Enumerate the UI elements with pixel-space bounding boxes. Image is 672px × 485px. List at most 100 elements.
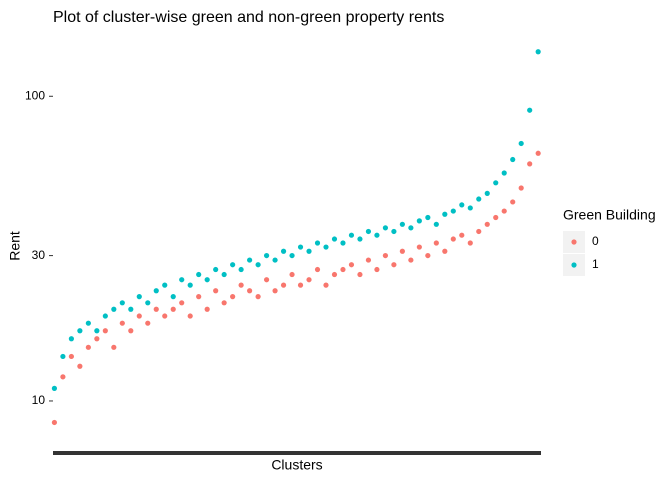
y-tick-label: 10 — [32, 393, 46, 407]
point — [391, 228, 397, 235]
point — [484, 190, 490, 196]
point — [510, 199, 516, 205]
point — [476, 196, 482, 202]
point — [119, 300, 125, 306]
point — [459, 202, 465, 208]
x-axis-label: Clusters — [271, 457, 322, 473]
point — [213, 288, 219, 294]
legend-label: 0 — [592, 234, 599, 248]
point — [382, 225, 389, 231]
point — [272, 257, 278, 263]
y-axis-label: Rent — [7, 231, 23, 261]
point — [272, 288, 278, 294]
point — [111, 306, 117, 312]
point — [374, 266, 380, 273]
point — [111, 344, 117, 350]
point — [136, 313, 142, 319]
point — [331, 271, 338, 278]
point — [501, 208, 507, 214]
point — [433, 240, 439, 246]
point — [153, 288, 159, 294]
point — [60, 374, 66, 380]
point — [331, 236, 338, 242]
point — [170, 294, 176, 300]
point — [306, 277, 312, 283]
point — [128, 306, 134, 312]
point — [442, 211, 448, 217]
point — [374, 232, 380, 238]
legend-marker — [571, 262, 577, 268]
point — [196, 294, 202, 300]
point — [102, 328, 108, 334]
point — [145, 320, 151, 326]
point — [408, 257, 414, 263]
point — [314, 240, 321, 246]
point — [476, 228, 482, 235]
point — [527, 161, 533, 167]
point — [527, 107, 533, 113]
point — [493, 214, 499, 221]
point — [399, 221, 405, 227]
point — [289, 252, 295, 259]
point — [213, 266, 219, 273]
point — [85, 320, 91, 326]
point — [179, 277, 185, 283]
point — [179, 300, 185, 306]
point — [102, 313, 108, 319]
point — [230, 294, 236, 300]
point — [238, 282, 244, 288]
point — [60, 353, 66, 360]
point — [340, 266, 346, 273]
point — [255, 262, 261, 268]
point — [501, 170, 507, 176]
point — [459, 232, 465, 238]
point — [162, 282, 168, 288]
point — [433, 221, 439, 227]
point — [323, 282, 329, 288]
point — [247, 288, 253, 294]
point — [399, 248, 405, 254]
point — [221, 300, 227, 306]
point — [382, 252, 389, 259]
point — [263, 252, 270, 259]
point — [238, 266, 244, 273]
point — [365, 257, 372, 263]
point — [255, 294, 261, 300]
point — [280, 248, 287, 254]
point — [416, 244, 422, 250]
point — [263, 277, 270, 283]
point — [467, 205, 473, 211]
chart-title: Plot of cluster-wise green and non-green… — [53, 9, 444, 26]
point — [510, 156, 516, 163]
point — [518, 140, 524, 147]
point — [119, 320, 125, 326]
y-tick-label: 30 — [32, 248, 46, 262]
point — [94, 328, 100, 334]
point — [340, 240, 346, 246]
point — [221, 271, 227, 278]
point — [357, 271, 363, 278]
point — [306, 248, 312, 254]
point — [493, 180, 499, 186]
point — [68, 353, 74, 360]
point — [187, 282, 193, 288]
point — [136, 294, 142, 300]
point — [196, 271, 202, 278]
point — [450, 208, 456, 214]
point — [535, 49, 541, 55]
point — [450, 236, 456, 242]
point — [467, 240, 473, 246]
legend-label: 1 — [592, 257, 599, 271]
point — [204, 277, 210, 283]
point — [51, 419, 58, 426]
point — [77, 363, 83, 369]
point — [365, 228, 372, 235]
point — [51, 385, 58, 391]
y-tick-label: 100 — [25, 88, 45, 102]
point — [357, 236, 363, 242]
legend-marker — [571, 239, 577, 245]
point — [297, 244, 304, 250]
point — [442, 248, 448, 254]
point — [68, 336, 74, 342]
